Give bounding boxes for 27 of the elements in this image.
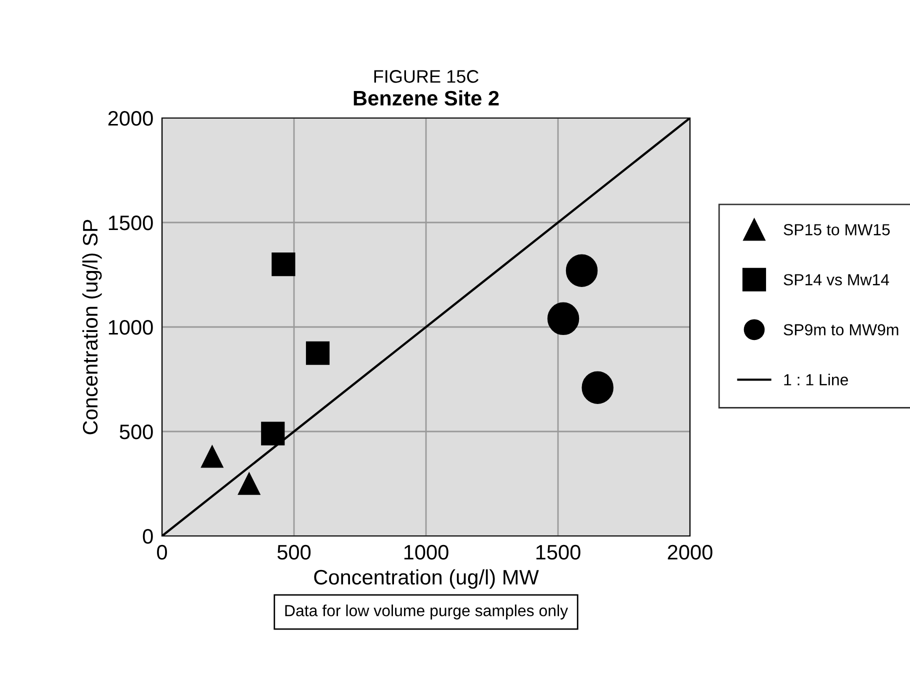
y-tick-label: 0 xyxy=(142,529,153,544)
x-tick-label: 2000 xyxy=(668,544,712,560)
y-tick-label: 500 xyxy=(120,424,153,440)
x-tick-label: 1500 xyxy=(536,544,580,560)
point xyxy=(261,422,285,446)
text: Data for low volume purge samples only xyxy=(285,604,568,620)
legend-label: 1 : 1 Line xyxy=(784,374,848,386)
point xyxy=(566,254,598,287)
x-tick-label: 500 xyxy=(277,544,311,560)
x-tick-label: 0 xyxy=(157,544,167,560)
point xyxy=(306,341,330,365)
y-axis-title: Concentration (ug/l) SP xyxy=(82,220,102,434)
chart-subtitle: FIGURE 15C xyxy=(374,70,478,83)
legend-label: SP15 to MW15 xyxy=(784,224,890,236)
point xyxy=(272,252,296,276)
point xyxy=(238,472,260,495)
point xyxy=(201,445,224,468)
y-tick-label: 1000 xyxy=(108,320,153,335)
legend-label: SP9m to MW9m xyxy=(784,324,898,336)
y-tick-label: 1500 xyxy=(108,216,153,230)
point xyxy=(547,302,580,336)
y-tick-label: 2000 xyxy=(108,111,153,126)
x-tick-label: 1000 xyxy=(404,544,448,560)
legend-label: SP14 vs Mw14 xyxy=(784,274,890,286)
chart-title: Benzene Site 2 xyxy=(354,90,499,106)
x-axis-title: Concentration (ug/l) MW xyxy=(314,569,539,589)
point xyxy=(582,371,614,404)
